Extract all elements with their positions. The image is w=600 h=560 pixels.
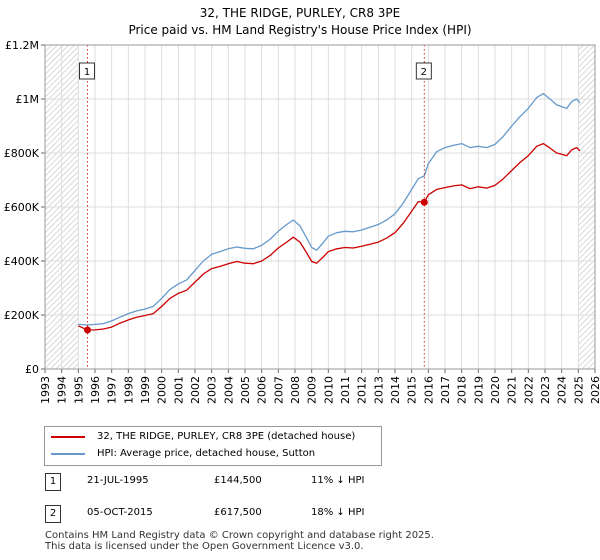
x-tick-label: 2001 [172,376,185,404]
x-tick-label: 1994 [56,376,69,404]
x-tick-label: 1993 [39,376,52,404]
y-tick-label: £200K [4,309,40,322]
chart-subtitle: Price paid vs. HM Land Registry's House … [128,23,472,37]
y-tick-label: £0 [25,363,39,376]
legend-label-property: 32, THE RIDGE, PURLEY, CR8 3PE (detached… [97,431,356,442]
x-tick-label: 2015 [406,376,419,404]
x-tick-label: 2019 [472,376,485,404]
y-tick-label: £800K [4,147,40,160]
sale-point [84,326,91,334]
x-tick-label: 1999 [139,376,152,404]
sale-marker-box [415,62,432,80]
chart-title: 32, THE RIDGE, PURLEY, CR8 3PE [199,6,401,20]
legend-swatch-property [51,436,85,438]
x-tick-label: 1997 [106,376,119,404]
x-tick-label: 2007 [272,376,285,404]
x-tick-label: 2023 [539,376,552,404]
x-tick-label: 2026 [589,376,600,404]
x-tick-label: 2016 [422,376,435,404]
x-tick-label: 2017 [439,376,452,404]
x-tick-label: 2002 [189,376,202,404]
transaction-price: £144,500 [214,475,262,486]
x-tick-label: 2024 [556,376,569,404]
y-tick-label: £1.2M [5,39,39,52]
x-tick-label: 2025 [572,376,585,404]
legend-swatch-hpi [51,453,85,455]
transaction-price: £617,500 [214,507,262,518]
x-tick-label: 2003 [206,376,219,404]
x-tick-label: 2020 [489,376,502,404]
x-tick-label: 2014 [389,376,402,404]
legend: 32, THE RIDGE, PURLEY, CR8 3PE (detached… [44,426,382,466]
x-tick-label: 2006 [256,376,269,404]
sale-marker-label: 2 [421,67,427,78]
plot-frame [44,44,596,370]
x-tick-label: 2013 [372,376,385,404]
transaction-hpi-diff: 18% ↓ HPI [311,507,365,518]
x-tick-label: 2000 [156,376,169,404]
x-tick-label: 2009 [306,376,319,404]
footer-licence: This data is licensed under the Open Gov… [45,541,364,552]
footer-copyright: Contains HM Land Registry data © Crown c… [45,530,434,541]
x-tick-label: 2005 [239,376,252,404]
x-tick-label: 1998 [122,376,135,404]
transaction-date: 21-JUL-1995 [87,475,149,486]
y-tick-label: £400K [4,255,40,268]
footer: Contains HM Land Registry data © Crown c… [45,530,434,552]
x-tick-label: 1995 [72,376,85,404]
x-tick-label: 2018 [456,376,469,404]
x-tick-label: 2004 [222,376,235,404]
transaction-hpi-diff: 11% ↓ HPI [311,475,365,486]
x-tick-label: 2008 [289,376,302,404]
x-tick-label: 1996 [89,376,102,404]
transaction-date: 05-OCT-2015 [87,507,153,518]
x-tick-label: 2022 [522,376,535,404]
legend-label-hpi: HPI: Average price, detached house, Sutt… [97,448,316,459]
x-tick-label: 2011 [339,376,352,404]
x-tick-label: 2021 [506,376,519,404]
sale-point [420,198,428,206]
sale-marker-label: 1 [84,67,90,78]
y-tick-label: £600K [4,201,40,214]
x-tick-label: 2012 [356,376,369,404]
transaction-badge: 2 [45,505,61,523]
property-price-line [78,142,581,331]
hpi-line [78,92,581,326]
transaction-badge: 1 [45,473,61,491]
x-tick-label: 2010 [322,376,335,404]
price-chart: 1993 1994 1995 1996 1997 1998 1999 2000 2001 2002… [4,39,600,404]
sale-marker-box [79,62,95,80]
y-tick-label: £1M [16,93,40,106]
